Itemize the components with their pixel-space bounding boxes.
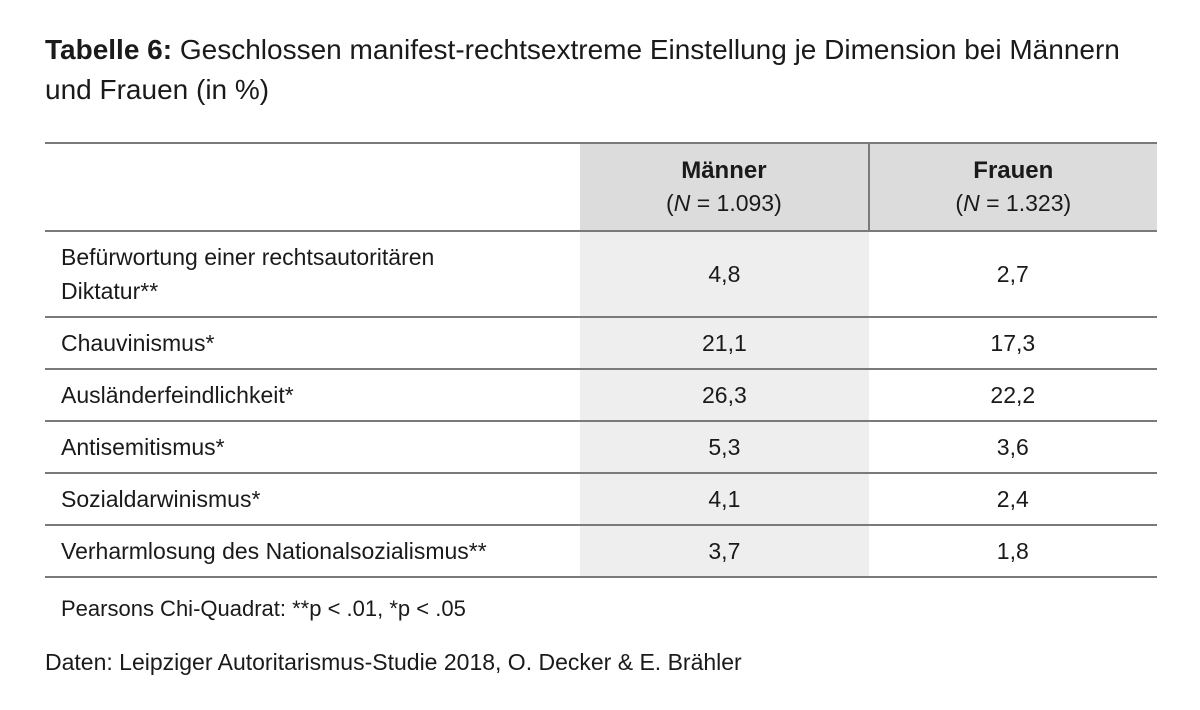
header-maenner: Männer (N = 1.093) <box>580 142 870 232</box>
header-frauen-n: (N = 1.323) <box>955 190 1072 216</box>
table-row: Verharmlosung des Nationalsozialismus** … <box>45 525 1157 578</box>
table-row: Chauvinismus* 21,1 17,3 <box>45 317 1157 370</box>
table-row: Antisemitismus* 5,3 3,6 <box>45 421 1157 474</box>
value-frauen: 3,6 <box>868 421 1157 474</box>
row-label: Befürwortung einer rechtsautoritären Dik… <box>45 231 581 318</box>
value-frauen: 22,2 <box>868 369 1157 422</box>
header-maenner-n: (N = 1.093) <box>666 190 782 216</box>
value-maenner: 26,3 <box>580 369 869 422</box>
value-maenner: 21,1 <box>580 317 869 370</box>
value-frauen: 1,8 <box>868 525 1157 578</box>
source-line: Daten: Leipziger Autoritarismus-Studie 2… <box>45 649 742 675</box>
row-label: Sozialdarwinismus* <box>45 473 581 526</box>
table-caption: Tabelle 6: Geschlossen manifest-rechtsex… <box>45 30 1145 110</box>
value-frauen: 2,7 <box>868 231 1157 318</box>
data-table: Männer (N = 1.093) Frauen (N = 1.323) Be… <box>45 142 1157 578</box>
table-row: Sozialdarwinismus* 4,1 2,4 <box>45 473 1157 526</box>
value-frauen: 2,4 <box>868 473 1157 526</box>
row-label: Ausländerfeindlichkeit* <box>45 369 581 422</box>
header-frauen: Frauen (N = 1.323) <box>868 142 1157 232</box>
caption-text: Geschlossen manifest-rechtsextreme Einst… <box>45 34 1120 105</box>
header-empty-cell <box>45 142 581 232</box>
value-maenner: 4,1 <box>580 473 869 526</box>
caption-label: Tabelle 6: <box>45 34 173 65</box>
row-label: Verharmlosung des Nationalsozialismus** <box>45 525 581 578</box>
value-maenner: 4,8 <box>580 231 869 318</box>
table-row: Befürwortung einer rechtsautoritären Dik… <box>45 231 1157 318</box>
value-frauen: 17,3 <box>868 317 1157 370</box>
row-label: Antisemitismus* <box>45 421 581 474</box>
table-row: Ausländerfeindlichkeit* 26,3 22,2 <box>45 369 1157 422</box>
value-maenner: 3,7 <box>580 525 869 578</box>
header-frauen-title: Frauen <box>973 157 1054 184</box>
value-maenner: 5,3 <box>580 421 869 474</box>
row-label: Chauvinismus* <box>45 317 581 370</box>
header-maenner-title: Männer <box>681 157 767 184</box>
significance-note: Pearsons Chi-Quadrat: **p < .01, *p < .0… <box>61 596 466 621</box>
table-header-row: Männer (N = 1.093) Frauen (N = 1.323) <box>45 142 1157 232</box>
